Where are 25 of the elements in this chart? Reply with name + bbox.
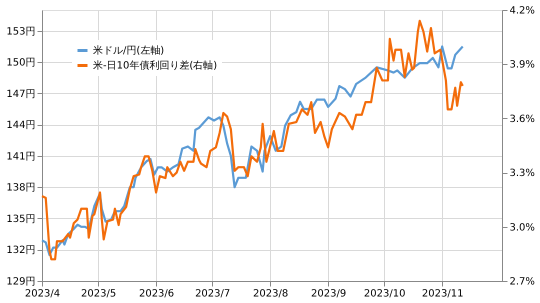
- y2-tick-label: 3.6%: [510, 114, 535, 125]
- x-tick-label: 2023/9: [311, 288, 346, 300]
- y-tick-label: 132円: [6, 245, 36, 256]
- x-tick-label: 2023/7: [195, 288, 230, 300]
- y2-tick-label: 4.2%: [510, 6, 535, 16]
- y-tick-label: 135円: [6, 214, 36, 225]
- x-tick-label: 2023/8: [253, 288, 288, 300]
- y2-tick-label: 3.3%: [510, 168, 535, 180]
- y-tick-label: 129円: [6, 276, 36, 288]
- x-tick-label: 2023/10: [364, 288, 406, 300]
- y-tick-label: 147円: [6, 88, 36, 100]
- legend-label: 米ドル/円(左軸): [93, 44, 164, 56]
- x-tick-label: 2023/11: [422, 288, 464, 300]
- x-tick-label: 2023/5: [81, 288, 116, 300]
- y-tick-label: 153円: [6, 26, 36, 38]
- y2-tick-label: 2.7%: [510, 276, 535, 288]
- x-tick-label: 2023/6: [138, 288, 174, 300]
- y-tick-label: 141円: [6, 151, 36, 162]
- y2-tick-label: 3.0%: [510, 222, 535, 234]
- y-tick-label: 144円: [6, 120, 36, 132]
- y2-tick-label: 3.9%: [510, 60, 535, 71]
- x-tick-label: 2023/4: [24, 288, 60, 300]
- y-tick-label: 138円: [6, 182, 36, 194]
- y-tick-label: 150円: [6, 58, 36, 69]
- legend-label: 米-日10年債利回り差(右軸): [93, 60, 218, 72]
